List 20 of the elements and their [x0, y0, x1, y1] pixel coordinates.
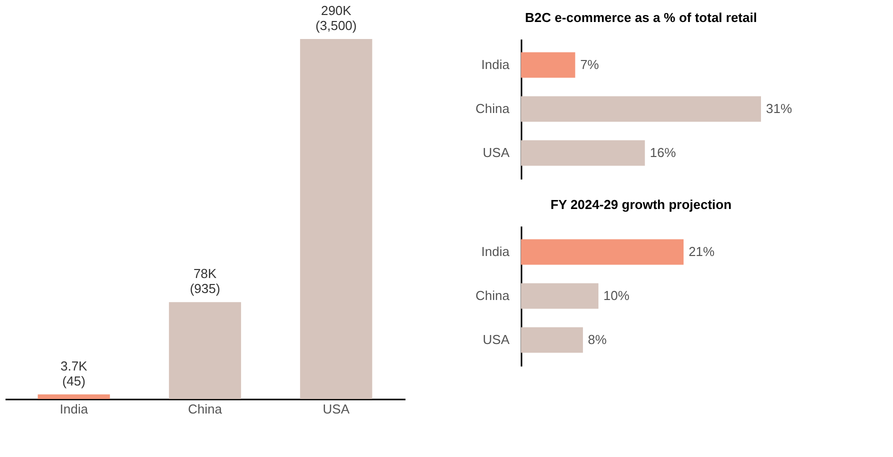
- data-label: 16%: [650, 145, 676, 160]
- chart-title: FY 2024-29 growth projection: [550, 197, 732, 212]
- data-label: 3.7K (45): [60, 358, 88, 388]
- data-label: 78K (935): [190, 266, 220, 296]
- y-tick-label: China: [476, 101, 510, 116]
- x-tick-label: China: [188, 402, 223, 416]
- x-tick-label: India: [60, 402, 89, 416]
- y-tick-label: India: [481, 56, 510, 72]
- data-label: 10%: [603, 288, 630, 303]
- y-tick-label: USA: [482, 332, 510, 348]
- data-label: 31%: [766, 101, 792, 116]
- data-label: 290K (3,500): [316, 3, 357, 33]
- y-tick-label: China: [476, 288, 510, 303]
- x-tick-label: USA: [322, 402, 350, 416]
- data-label: 21%: [688, 244, 716, 259]
- y-tick-label: USA: [482, 145, 510, 160]
- data-label: 7%: [580, 56, 600, 72]
- chart-title: B2C e-commerce as a % of total retail: [525, 10, 757, 25]
- data-label: 8%: [588, 332, 608, 348]
- y-tick-label: India: [481, 244, 510, 259]
